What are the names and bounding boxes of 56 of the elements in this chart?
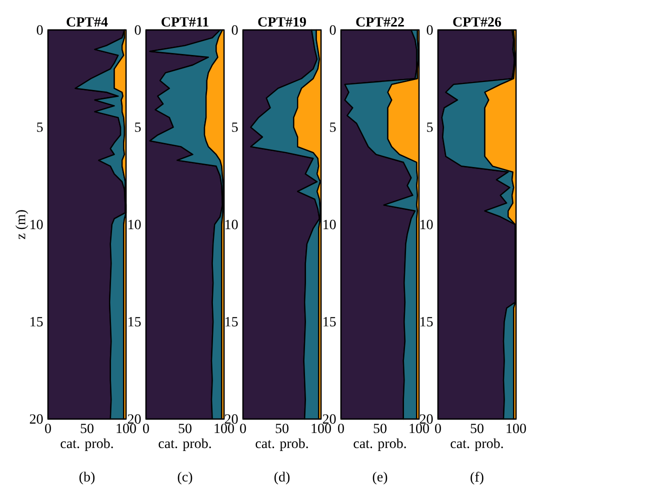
- y-tick-label: 20: [420, 414, 433, 424]
- x-tick-label: 100: [312, 424, 331, 434]
- y-tick-label: 5: [330, 122, 336, 132]
- y-tick-label: 0: [426, 25, 433, 35]
- y-tick-label: 20: [30, 414, 43, 424]
- y-tick-label: 20: [322, 414, 336, 424]
- x-tick-label: 0: [338, 424, 344, 434]
- x-axis-title: cat. prob.: [256, 438, 308, 451]
- y-tick-label: 20: [128, 414, 141, 424]
- x-tick-label: 50: [470, 424, 484, 434]
- y-tick-label: 0: [232, 25, 238, 35]
- x-tick-label: 0: [143, 424, 149, 434]
- chart-title: CPT#26: [453, 17, 502, 27]
- x-axis-title: cat. prob.: [158, 438, 211, 451]
- y-tick-label: 15: [30, 317, 43, 326]
- x-tick-label: 50: [80, 424, 94, 434]
- y-tick-label: 0: [330, 25, 336, 35]
- y-tick-label: 10: [30, 220, 43, 230]
- y-tick-label: 10: [226, 220, 238, 230]
- y-tick-label: 10: [128, 220, 141, 230]
- y-tick-label: 10: [420, 220, 433, 230]
- x-tick-label: 0: [45, 424, 51, 434]
- y-tick-label: 15: [324, 317, 336, 326]
- x-tick-label: 100: [116, 424, 136, 434]
- text: (d): [274, 472, 290, 484]
- y-tick-label: 5: [232, 122, 238, 132]
- x-tick-label: 0: [240, 424, 246, 434]
- y-tick-label: 0: [134, 25, 141, 35]
- y-tick-label: 15: [128, 317, 141, 326]
- chart-title: CPT#11: [162, 17, 208, 27]
- x-tick-label: 50: [276, 424, 288, 434]
- chart-title: CPT#4: [66, 17, 108, 27]
- x-axis-title: cat. prob.: [60, 438, 113, 451]
- x-tick-label: 100: [410, 424, 429, 434]
- x-axis-title: cat. prob.: [354, 438, 406, 451]
- text: (f): [470, 472, 484, 485]
- chart-title: CPT#22: [356, 17, 404, 27]
- y-tick-label: 5: [37, 122, 43, 132]
- text: (e): [372, 472, 388, 484]
- y-tick-label: 5: [135, 122, 141, 132]
- chart-title: CPT#19: [258, 17, 306, 27]
- y-axis-title: z (m): [15, 210, 28, 240]
- x-tick-label: 100: [214, 424, 234, 434]
- text: (c): [178, 472, 192, 484]
- y-tick-label: 5: [427, 122, 433, 132]
- y-tick-label: 15: [420, 317, 433, 326]
- y-tick-label: 15: [226, 317, 238, 326]
- x-tick-label: 0: [435, 424, 441, 434]
- y-tick-label: 10: [324, 220, 336, 230]
- x-tick-label: 50: [374, 424, 386, 434]
- x-tick-label: 100: [506, 424, 526, 434]
- y-tick-label: 0: [36, 25, 43, 35]
- text: (b): [79, 472, 95, 484]
- x-axis-title: cat. prob.: [450, 438, 503, 451]
- x-tick-label: 50: [178, 424, 192, 434]
- y-tick-label: 20: [224, 414, 238, 424]
